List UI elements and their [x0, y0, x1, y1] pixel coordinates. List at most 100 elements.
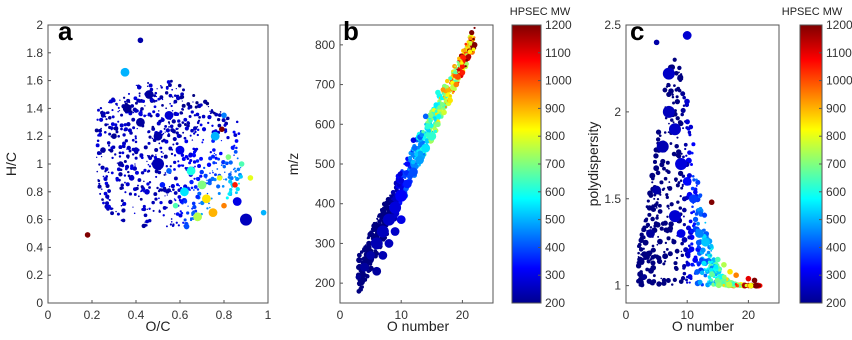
panel-a-density-dot — [96, 170, 99, 173]
panel-a-density-dot — [168, 122, 171, 125]
panel-c-density-dot — [663, 131, 667, 134]
panel-a-density-dot — [207, 105, 210, 108]
panel-a-density-dot — [202, 138, 205, 141]
colorbar-b-tick-label: 900 — [545, 101, 565, 115]
panel-a-density-dot — [156, 121, 161, 126]
panel-a-density-dot — [142, 204, 146, 209]
panel-b-density-dot — [464, 42, 468, 46]
panel-a-density-dot — [181, 112, 184, 115]
colorbar-b-tick-label: 400 — [545, 240, 565, 254]
panel-b-density-dot — [374, 223, 379, 228]
panel-a-data-point — [225, 154, 232, 160]
panel-a-density-dot — [165, 128, 170, 133]
panel-c-density-dot — [680, 152, 683, 155]
panel-a-density-dot — [102, 201, 105, 205]
panel-a-density-dot — [219, 111, 222, 113]
panel-a-density-dot — [175, 221, 178, 224]
panel-c-density-dot — [655, 202, 659, 206]
panel-a-density-dot — [173, 168, 176, 171]
panel-b-density-dot — [457, 75, 460, 78]
panel-a-density-dot — [133, 96, 138, 101]
panel-a-density-dot — [189, 179, 194, 185]
colorbar-b-tick-label: 200 — [545, 296, 565, 310]
panel-a-density-dot — [190, 186, 194, 190]
panel-a-data-point — [219, 126, 225, 133]
panel-a-density-dot — [181, 157, 186, 162]
panel-a-density-dot — [124, 164, 130, 169]
colorbar-c-tick-label: 400 — [826, 240, 846, 254]
panel-a-density-dot — [137, 195, 140, 198]
panel-a-density-dot — [170, 190, 172, 193]
panel-b-density-dot — [454, 65, 457, 68]
panel-c-density-dot — [660, 277, 663, 280]
panel-a-density-dot — [120, 199, 124, 203]
panel-a-density-dot — [209, 172, 211, 174]
panel-a-density-dot — [134, 140, 138, 144]
panel-a-density-dot — [159, 84, 162, 87]
panel-a-density-dot — [174, 213, 176, 215]
panel-b-density-dot — [459, 54, 465, 60]
panel-a-density-dot — [186, 157, 190, 160]
panel-a-axes-box — [47, 24, 269, 304]
panel-a-density-dot — [99, 106, 103, 110]
panel-b-density-dot — [452, 74, 457, 78]
colorbar-c-tick-label: 200 — [826, 296, 846, 310]
panel-a-density-dot — [178, 134, 182, 138]
panel-a-density-dot — [124, 181, 126, 184]
panel-c-density-dot — [709, 243, 714, 249]
panel-a-density-dot — [219, 151, 223, 156]
panel-a-density-dot — [100, 165, 105, 170]
panel-c-density-dot — [663, 260, 667, 263]
panel-b-density-dot — [387, 202, 391, 206]
panel-c-density-dot — [706, 250, 711, 255]
panel-a-density-dot — [217, 191, 221, 195]
panel-a-density-dot — [172, 136, 177, 142]
panel-a-density-dot — [160, 155, 164, 158]
panel-c-density-dot — [668, 207, 670, 210]
panel-a-density-dot — [148, 207, 151, 211]
panel-a-density-dot — [210, 197, 213, 200]
panel-a-density-dot — [164, 174, 167, 176]
panel-a-density-dot — [199, 156, 203, 161]
panel-b-data-point — [410, 137, 417, 143]
panel-b-density-dot — [373, 249, 378, 253]
panel-a-density-dot — [163, 173, 166, 176]
panel-b-density-dot — [374, 232, 378, 236]
panel-c-density-dot — [695, 179, 701, 185]
panel-c-density-dot — [669, 142, 673, 145]
panel-c-density-dot — [681, 185, 684, 188]
panel-b-density-dot — [364, 274, 367, 277]
panel-b-density-dot — [419, 132, 425, 138]
panel-a-data-point — [152, 158, 164, 170]
panel-a-density-dot — [146, 160, 148, 163]
panel-a-density-dot — [122, 144, 126, 149]
panel-c-density-dot — [655, 170, 661, 176]
panel-a-density-dot — [117, 178, 121, 182]
panel-a-density-dot — [192, 150, 197, 154]
panel-a-density-dot — [104, 181, 109, 186]
panel-c-density-dot — [667, 131, 670, 134]
panel-c-density-dot — [655, 206, 658, 209]
panel-c-density-dot — [684, 119, 690, 125]
panel-c-xtick-label: 20 — [742, 308, 756, 322]
panel-b-density-dot — [377, 215, 380, 218]
panel-b-ticks: 0 10 20 200 300 400 500 600 700 800 — [315, 38, 469, 322]
panel-a-density-dot — [217, 157, 221, 161]
panel-a-density-dot — [151, 125, 155, 129]
panel-c-density-dot — [713, 271, 716, 274]
panel-b-density-dot — [436, 113, 442, 120]
colorbar-b: 200 300 400 500 600 700 800 900 1000 1100 1200 HPS… — [510, 6, 572, 310]
panel-a-ytick-label: 1.2 — [26, 129, 43, 143]
panel-b-density-dot — [360, 273, 365, 277]
panel-a-density-dot — [98, 182, 101, 185]
panel-a-density-dot — [235, 186, 240, 192]
panel-b-density-dot — [469, 29, 475, 36]
panel-a-density-dot — [105, 175, 109, 178]
panel-c-density-dot — [638, 279, 644, 285]
panel-a-density-dot — [107, 115, 112, 120]
panel-c-density-dot — [682, 196, 687, 202]
panel-c-density-dot — [705, 253, 708, 257]
panel-a-label: a — [58, 16, 73, 46]
panel-a-density-dot — [179, 200, 183, 203]
panel-b-label: b — [343, 16, 359, 46]
